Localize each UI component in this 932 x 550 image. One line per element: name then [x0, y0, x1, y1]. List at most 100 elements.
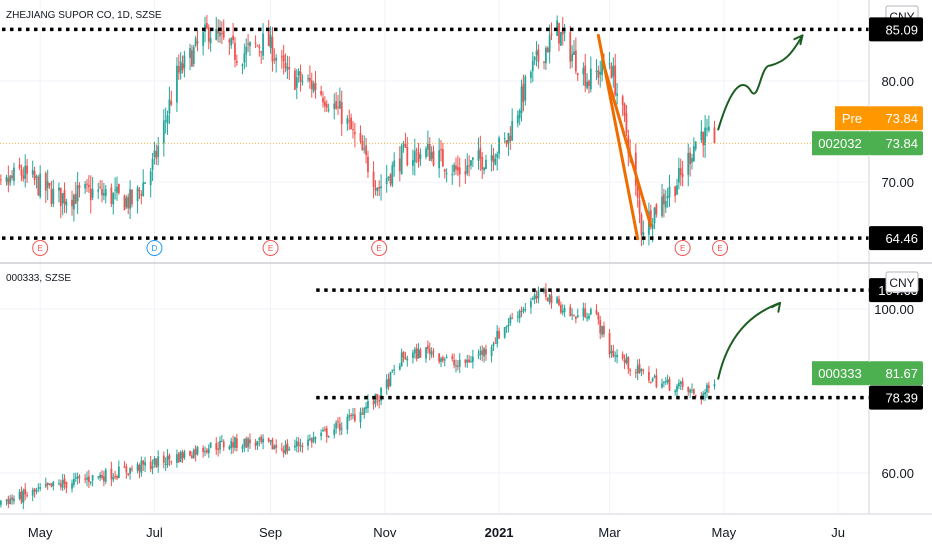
- candle-body: [372, 401, 375, 405]
- candle-body: [616, 93, 618, 96]
- time-axis[interactable]: May Jul Sep Nov 2021 Mar May Ju: [28, 525, 845, 540]
- earnings-marker[interactable]: [712, 240, 729, 256]
- candle-body: [576, 73, 579, 76]
- candle-body: [117, 184, 120, 193]
- candle-body: [243, 53, 246, 63]
- candle-body: [37, 487, 40, 489]
- earnings-marker[interactable]: [371, 240, 388, 256]
- candle-body: [576, 315, 579, 318]
- candle-body: [91, 475, 94, 481]
- earnings-marker[interactable]: [674, 240, 691, 256]
- pane1-gridlines: [0, 0, 869, 263]
- candle-body: [477, 150, 480, 161]
- candle-body: [359, 411, 362, 423]
- arrow-drawing[interactable]: [717, 34, 804, 131]
- candle-body: [207, 448, 210, 454]
- event-marker-label: D: [152, 244, 158, 253]
- candle-body: [496, 153, 499, 158]
- candle-body: [481, 350, 484, 355]
- candle-body: [694, 394, 697, 397]
- candle-body: [588, 315, 590, 319]
- candle-body: [586, 81, 589, 89]
- candle-body: [86, 183, 88, 185]
- candle-body: [102, 476, 105, 482]
- candle-body: [50, 483, 53, 487]
- candle-body: [629, 369, 632, 372]
- candle-body: [419, 154, 422, 159]
- candle-body: [543, 288, 545, 293]
- candle-body: [267, 30, 270, 47]
- last-price-badge[interactable]: [869, 361, 923, 386]
- level-price-badge[interactable]: [869, 226, 923, 251]
- candle-body: [20, 491, 23, 503]
- candle-body: [509, 317, 512, 324]
- candle-body: [249, 42, 251, 47]
- candle-body: [655, 204, 658, 215]
- pane1-candles: [0, 15, 716, 247]
- candle-body: [614, 355, 617, 357]
- candle-body: [20, 169, 23, 176]
- candle-body: [531, 60, 534, 72]
- candle-body: [378, 400, 381, 402]
- candle-body: [707, 385, 710, 389]
- candle-body: [138, 465, 141, 472]
- candle-body: [61, 193, 64, 204]
- candle-body: [125, 197, 128, 208]
- candle-body: [511, 318, 514, 320]
- candle-body: [37, 176, 40, 195]
- candle-body: [702, 132, 705, 146]
- pane2-currency-button[interactable]: CNY: [885, 271, 919, 293]
- candle-body: [335, 422, 338, 429]
- candle-body: [427, 345, 429, 349]
- candle-body: [99, 474, 102, 479]
- candle-body: [217, 448, 220, 450]
- candle-body: [247, 438, 249, 448]
- trend-channel-line[interactable]: [602, 64, 653, 228]
- arrow-drawing[interactable]: [717, 301, 782, 380]
- candle-body: [65, 482, 68, 488]
- last-price-badge[interactable]: [869, 131, 923, 156]
- candle-body: [477, 354, 480, 356]
- pre-market-price-badge[interactable]: [869, 106, 923, 131]
- symbol-badge[interactable]: [812, 131, 869, 156]
- candle-body: [301, 445, 304, 448]
- candle-body: [333, 103, 336, 109]
- earnings-marker[interactable]: [262, 240, 279, 256]
- candle-body: [498, 137, 500, 154]
- symbol-badge[interactable]: [812, 361, 869, 386]
- candle-body: [76, 185, 79, 202]
- candle-body: [127, 196, 130, 209]
- candle-body: [616, 354, 618, 357]
- event-marker-label: E: [377, 244, 382, 253]
- candle-body: [445, 173, 448, 175]
- candle-body: [559, 304, 562, 313]
- candle-body: [623, 360, 626, 363]
- candle-body: [679, 167, 682, 175]
- candle-body: [39, 487, 42, 489]
- pre-market-badge[interactable]: [835, 106, 869, 131]
- pane1-price-axis[interactable]: 70.00 80.00 85.09 64.46 Pre 73.84 002032 73.84: [812, 17, 923, 251]
- dividend-marker[interactable]: [146, 240, 163, 256]
- candle-body: [241, 64, 244, 66]
- candle-body: [451, 174, 454, 176]
- candle-body: [700, 131, 703, 141]
- level-price-badge[interactable]: [869, 385, 923, 410]
- candle-body: [453, 359, 456, 366]
- candle-body: [524, 76, 527, 101]
- candle-body: [404, 143, 407, 148]
- candle-body: [640, 214, 643, 235]
- candle-body: [275, 444, 278, 448]
- candle-body: [310, 80, 313, 90]
- candle-body: [400, 145, 403, 175]
- candle-body: [374, 188, 377, 190]
- candle-body: [217, 29, 220, 34]
- level-price-badge[interactable]: [869, 17, 923, 42]
- candle-body: [280, 448, 283, 450]
- candle-body: [312, 83, 315, 92]
- candle-body: [674, 390, 677, 393]
- candle-body: [571, 314, 574, 316]
- earnings-marker[interactable]: [32, 240, 49, 256]
- candle-body: [674, 186, 677, 197]
- candle-body: [340, 428, 343, 430]
